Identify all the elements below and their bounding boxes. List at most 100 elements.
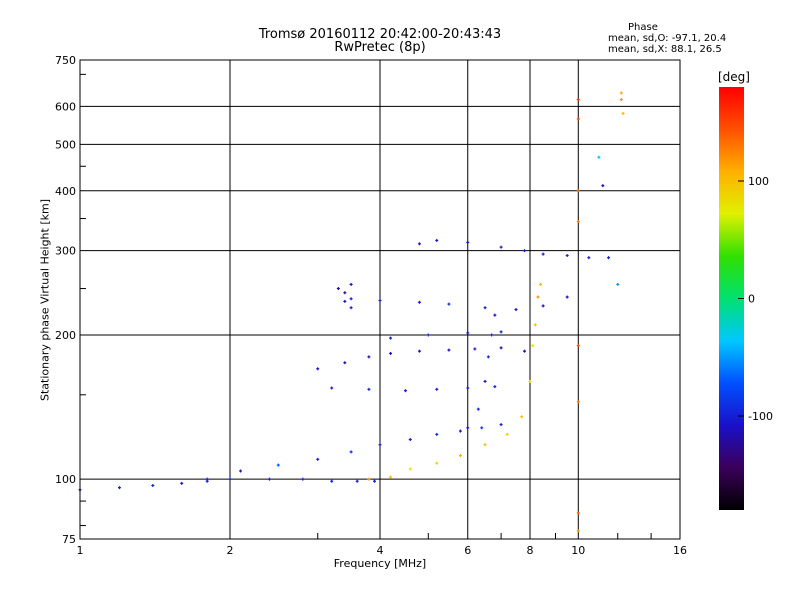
plot-frame [79, 59, 681, 540]
data-point [180, 481, 184, 485]
colorbar-tick-label: 100 [748, 175, 769, 188]
data-point [601, 184, 605, 188]
y-tick-label: 100 [55, 473, 76, 486]
data-point [301, 477, 305, 481]
data-point [408, 438, 412, 442]
colorbar-ticks: 100 0 -100 [738, 175, 773, 423]
data-point [349, 282, 353, 286]
data-point [330, 386, 334, 390]
colorbar-unit-label: [deg] [718, 70, 750, 84]
data-point [536, 295, 540, 299]
x-tick-label: 16 [673, 544, 687, 557]
data-point [483, 306, 487, 310]
data-point [330, 479, 334, 483]
data-point [435, 461, 439, 465]
x-tick-label: 8 [527, 544, 534, 557]
data-point [316, 457, 320, 461]
data-point [435, 387, 439, 391]
data-point [373, 479, 377, 483]
data-point [336, 287, 340, 291]
data-point [276, 463, 280, 467]
data-point [417, 242, 421, 246]
data-point [607, 256, 611, 260]
data-point [435, 238, 439, 242]
data-point [499, 330, 503, 334]
x-tick-label: 1 [77, 544, 84, 557]
y-tick-label: 750 [55, 54, 76, 67]
data-point [349, 450, 353, 454]
phase-stats-o: mean, sd,O: -97.1, 20.4 [608, 33, 727, 44]
y-tick-label: 600 [55, 100, 76, 113]
data-point [576, 344, 580, 348]
data-point [466, 331, 470, 335]
data-point [576, 511, 580, 515]
grid-lines [80, 60, 680, 539]
data-point [417, 349, 421, 353]
data-point [576, 400, 580, 404]
data-point [621, 111, 625, 115]
y-tick-label: 300 [55, 245, 76, 258]
data-point [458, 429, 462, 433]
data-point [408, 467, 412, 471]
data-point [483, 379, 487, 383]
phase-stats-x: mean, sd,X: 88.1, 26.5 [608, 44, 722, 55]
data-point [587, 256, 591, 260]
data-point [576, 98, 580, 102]
data-point [493, 313, 497, 317]
data-point [565, 254, 569, 258]
data-point [117, 486, 121, 490]
data-point [389, 351, 393, 355]
phase-stats-title: Phase [628, 22, 658, 33]
data-points [78, 91, 625, 533]
data-point [466, 240, 470, 244]
x-tick-label: 6 [464, 544, 471, 557]
x-axis-label: Frequency [MHz] [333, 557, 427, 570]
data-point [533, 323, 537, 327]
data-point [539, 282, 543, 286]
data-point [343, 291, 347, 295]
data-point [541, 304, 545, 308]
data-point [541, 252, 545, 256]
data-point [389, 336, 393, 340]
data-point [458, 454, 462, 458]
data-point [205, 477, 209, 481]
x-tick-label: 4 [377, 544, 384, 557]
axis-ticks: 1 2 4 6 8 10 16 75 100 200 300 400 500 600 750 [55, 54, 687, 557]
data-point [349, 297, 353, 301]
data-point [426, 333, 430, 337]
data-point [355, 479, 359, 483]
data-point [576, 220, 580, 224]
data-point [403, 389, 407, 393]
y-tick-label: 400 [55, 185, 76, 198]
data-point [499, 245, 503, 249]
data-point [616, 282, 620, 286]
data-point [576, 117, 580, 121]
data-point [447, 348, 451, 352]
data-point [483, 443, 487, 447]
chart-subtitle: RwPretec (8p) [334, 40, 426, 55]
data-point [514, 308, 518, 312]
data-point [476, 407, 480, 411]
colorbar-tick-label: -100 [748, 410, 773, 423]
data-point [367, 387, 371, 391]
data-point [486, 355, 490, 359]
data-point [619, 98, 623, 102]
data-point [349, 306, 353, 310]
data-point [343, 361, 347, 365]
data-point [367, 355, 371, 359]
data-point [473, 347, 477, 351]
data-point [228, 477, 232, 481]
data-point [417, 300, 421, 304]
chart-title: Tromsø 20160112 20:42:00-20:43:43 [258, 27, 502, 42]
data-point [597, 155, 601, 159]
data-point [505, 432, 509, 436]
data-point [619, 91, 623, 95]
y-tick-label: 200 [55, 329, 76, 342]
data-point [480, 426, 484, 430]
data-point [523, 349, 527, 353]
data-point [565, 295, 569, 299]
data-point [576, 529, 580, 533]
data-point [531, 344, 535, 348]
data-point [499, 423, 503, 427]
data-point [490, 333, 494, 337]
